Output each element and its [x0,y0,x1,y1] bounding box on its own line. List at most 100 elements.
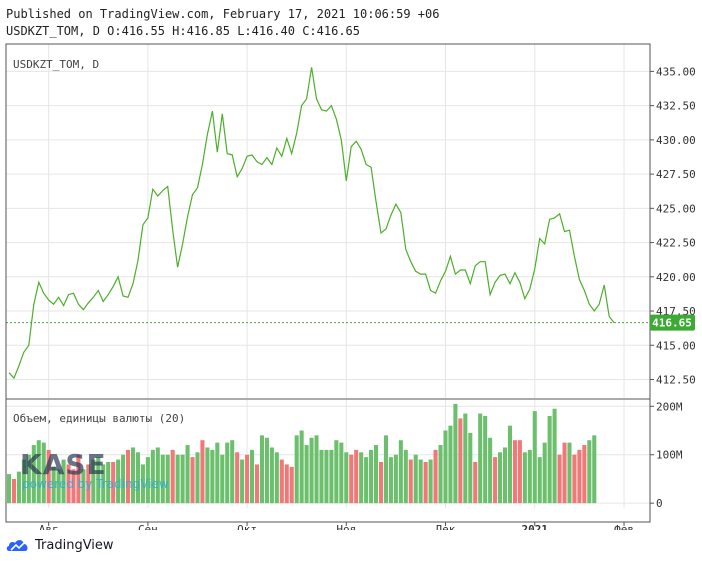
volume-bar [309,437,314,504]
volume-bar [41,442,46,504]
volume-bar [423,461,428,504]
volume-bar [250,449,255,504]
price-tick-label: 422.50 [656,237,696,250]
time-tick-label: Фев [614,523,634,530]
chart-frame [5,43,651,523]
volume-bar [448,425,453,504]
volume-bar [388,457,393,504]
kase-logo-text: KASE [20,448,107,481]
volume-bar [314,435,319,504]
volume-bar [51,466,56,504]
volume-bar [36,440,41,504]
volume-bar [254,464,260,504]
published-info: Published on TradingView.com, February 1… [6,7,440,21]
volume-bar [155,447,160,504]
volume-tick-label: 100M [656,449,683,462]
volume-bar [408,459,413,504]
volume-bar [121,454,126,504]
volume-bar [235,452,240,504]
volume-bar [512,440,517,504]
volume-bar [527,449,532,504]
volume-bar [140,464,145,504]
tradingview-brand[interactable]: TradingView [6,535,114,555]
volume-bar [374,445,379,504]
volume-bar [76,454,81,504]
volume-bar [96,457,101,504]
time-tick-label: Авг [39,523,59,530]
volume-bar [587,440,592,504]
volume-bar [71,469,76,504]
price-tick-label: 415.00 [656,339,696,352]
volume-bar [289,466,294,504]
last-price-badge [650,314,695,331]
volume-bar [150,449,155,504]
volume-bar [126,449,131,504]
ohlc-info: USDKZT_TOM, D O:416.55 H:416.85 L:416.40… [6,24,361,38]
volume-bar [478,413,483,504]
volume-bar [46,449,51,504]
volume-bar [130,447,136,504]
volume-bar [91,459,96,504]
volume-bar [21,459,26,504]
volume-tick-label: 200M [656,400,683,413]
volume-bar [205,447,210,504]
volume-bar [86,464,91,504]
price-tick-label: 412.50 [656,374,696,387]
volume-bar [522,452,527,504]
volume-bar [170,449,175,504]
volume-bar [81,469,86,504]
volume-bar [185,445,190,504]
volume-bar [274,452,279,504]
volume-bar [572,454,577,504]
volume-bar [111,461,116,504]
volume-bar [517,440,522,504]
volume-bar [378,461,384,504]
volume-bar [582,445,587,504]
volume-bar [488,437,493,504]
price-volume-chart[interactable]: 435.00 432.50 430.00 427.50 425.00 422.50 420.… [0,0,702,530]
volume-bar [344,452,349,504]
volume-tick-label: 0 [656,497,663,510]
volume-bar [220,454,225,504]
price-tick-label: 432.50 [656,100,696,113]
price-tick-label: 435.00 [656,65,696,78]
volume-bar [398,440,403,504]
volume-bar [438,445,443,504]
last-price-value: 416.65 [652,317,692,330]
time-tick-label: 2021 [522,523,549,530]
powered-by-text: powered by TradingView [22,477,169,491]
volume-bar [116,459,121,504]
volume-bar [339,442,344,504]
volume-bar [175,454,180,504]
volume-legend: Объем, единицы валюты (20) [13,412,185,425]
volume-bar [453,403,458,504]
price-axis-ticks: 435.00 432.50 430.00 427.50 425.00 422.50 420.… [650,65,696,387]
volume-bar [259,435,264,504]
volume-bar [329,449,334,504]
volume-bar [210,449,215,504]
volume-bar [304,445,309,504]
volume-bar [468,432,473,504]
volume-bar [11,478,16,504]
volume-bar [135,452,140,504]
volume-bar [567,442,572,504]
volume-bar [106,461,111,504]
volume-bar [364,457,369,504]
volume-bar [16,471,21,504]
volume-bar [532,411,537,504]
volume-bar [269,447,274,504]
volume-bar [547,415,552,504]
volume-bar [319,449,324,504]
volume-bar [498,452,503,504]
volume-bar [101,464,106,504]
price-tick-label: 430.00 [656,134,696,147]
volume-bar [26,454,31,504]
volume-bar [230,440,235,504]
price-line [8,67,615,380]
volume-bar [433,449,438,504]
volume-bar [443,430,448,504]
volume-bar [334,440,339,504]
volume-bar [354,449,359,504]
volume-bar [403,449,408,504]
volume-bar [190,457,195,504]
